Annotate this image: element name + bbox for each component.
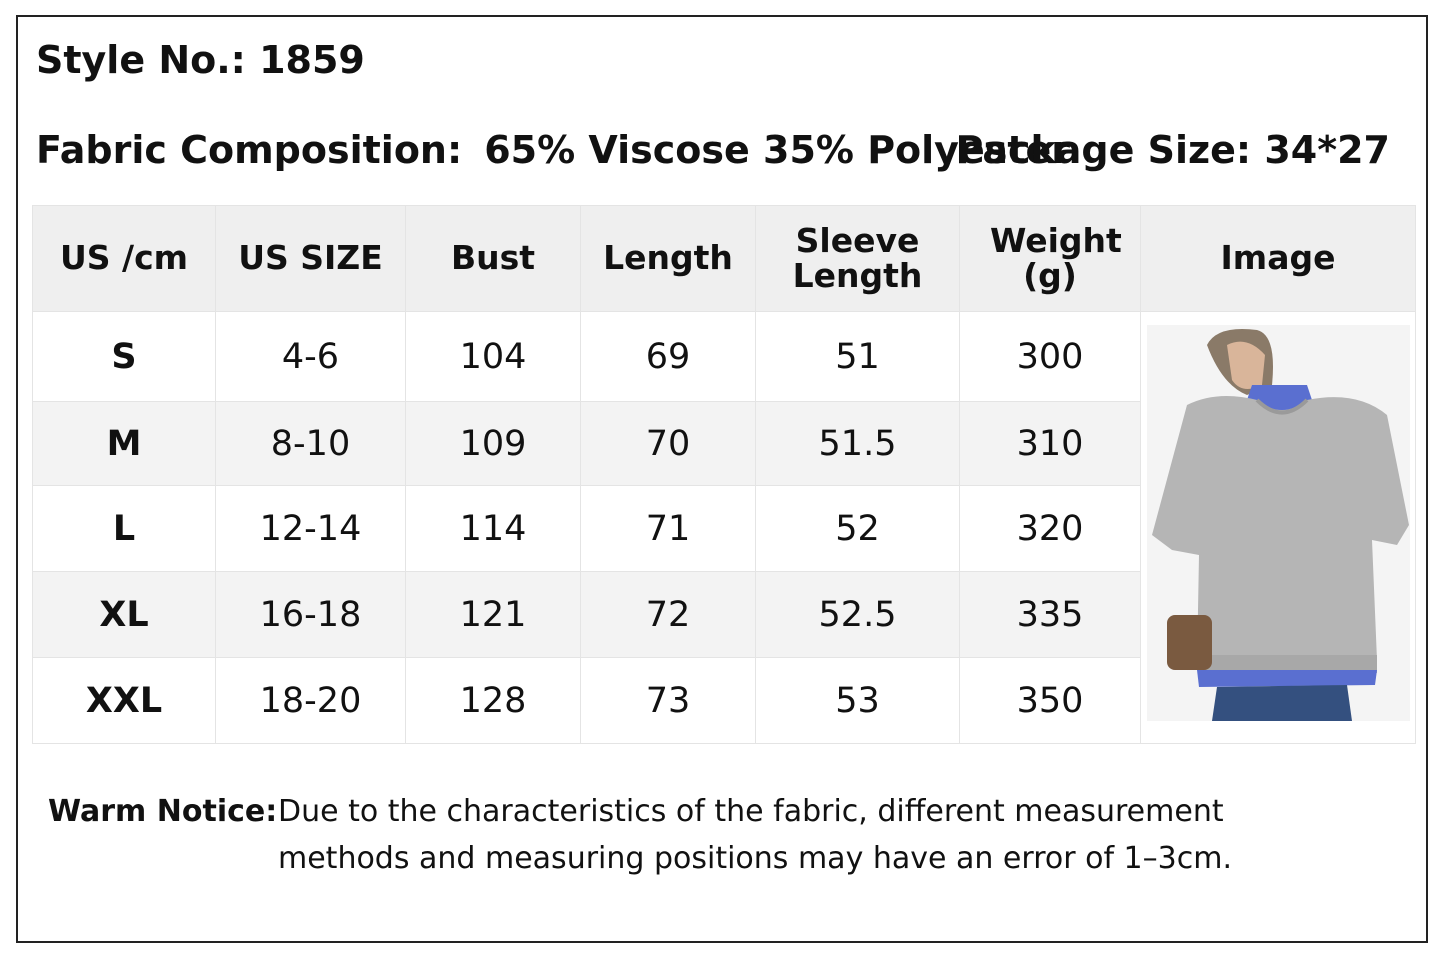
size-table: US /cm US SIZE Bust Length Sleeve Length Weig… — [32, 205, 1416, 744]
column-header: US /cm — [32, 205, 216, 312]
table-cell: 335 — [959, 571, 1141, 658]
size-label: S — [32, 311, 216, 402]
table-cell: 73 — [580, 657, 756, 744]
table-cell: 121 — [405, 571, 581, 658]
column-header: US SIZE — [215, 205, 406, 312]
table-cell: 128 — [405, 657, 581, 744]
package-line: Package Size: 34*27 — [956, 128, 1390, 172]
table-cell: 8-10 — [215, 401, 406, 486]
table-row: M 8-10 109 70 51.5 310 — [32, 401, 1416, 486]
table-cell: 71 — [580, 485, 756, 572]
table-cell: 16-18 — [215, 571, 406, 658]
table-cell: 72 — [580, 571, 756, 658]
table-cell: 4-6 — [215, 311, 406, 402]
table-row: S 4-6 104 69 51 300 — [32, 311, 1416, 744]
table-cell: 12-14 — [215, 485, 406, 572]
table-cell: 350 — [959, 657, 1141, 744]
table-cell: 310 — [959, 401, 1141, 486]
table-cell: 69 — [580, 311, 756, 402]
table-row: XXL 18-20 128 73 53 350 — [32, 657, 1416, 744]
notice-text: Due to the characteristics of the fabric… — [278, 794, 1232, 876]
table-cell: 104 — [405, 311, 581, 402]
notice: Warm Notice: Due to the characteristics … — [48, 788, 1358, 882]
frame — [16, 15, 1428, 943]
fabric-line: Fabric Composition: 65% Viscose 35% Polye… — [36, 128, 1070, 172]
table-cell: 51 — [755, 311, 960, 402]
table-cell: 18-20 — [215, 657, 406, 744]
style-line: Style No.: 1859 — [36, 38, 365, 82]
size-label: L — [32, 485, 216, 572]
table-cell: 114 — [405, 485, 581, 572]
table-cell: 51.5 — [755, 401, 960, 486]
column-header: Bust — [405, 205, 581, 312]
table-cell: 109 — [405, 401, 581, 486]
column-header: Image — [1140, 205, 1416, 312]
size-label: M — [32, 401, 216, 486]
image-cell — [1140, 311, 1416, 744]
style-number: 1859 — [259, 38, 365, 82]
package-value: 34*27 — [1264, 128, 1390, 172]
header-row: US /cm US SIZE Bust Length Sleeve Length Weig… — [32, 205, 1416, 312]
table-row: L 12-14 114 71 52 320 — [32, 485, 1416, 572]
style-label: Style No.: — [36, 38, 246, 82]
table-cell: 52 — [755, 485, 960, 572]
size-label: XXL — [32, 657, 216, 744]
table-cell: 70 — [580, 401, 756, 486]
column-header: Length — [580, 205, 756, 312]
table-cell: 320 — [959, 485, 1141, 572]
table-cell: 53 — [755, 657, 960, 744]
product-image — [1146, 325, 1410, 721]
notice-label: Warm Notice: — [48, 794, 278, 829]
table-cell: 52.5 — [755, 571, 960, 658]
size-label: XL — [32, 571, 216, 658]
column-header: Sleeve Length — [755, 205, 960, 312]
column-header: Weight (g) — [959, 205, 1141, 312]
table-cell: 300 — [959, 311, 1141, 402]
fabric-value: 65% Viscose 35% Polyester — [484, 128, 1071, 172]
package-label: Package Size: — [955, 128, 1252, 172]
fabric-label: Fabric Composition: — [36, 128, 463, 172]
